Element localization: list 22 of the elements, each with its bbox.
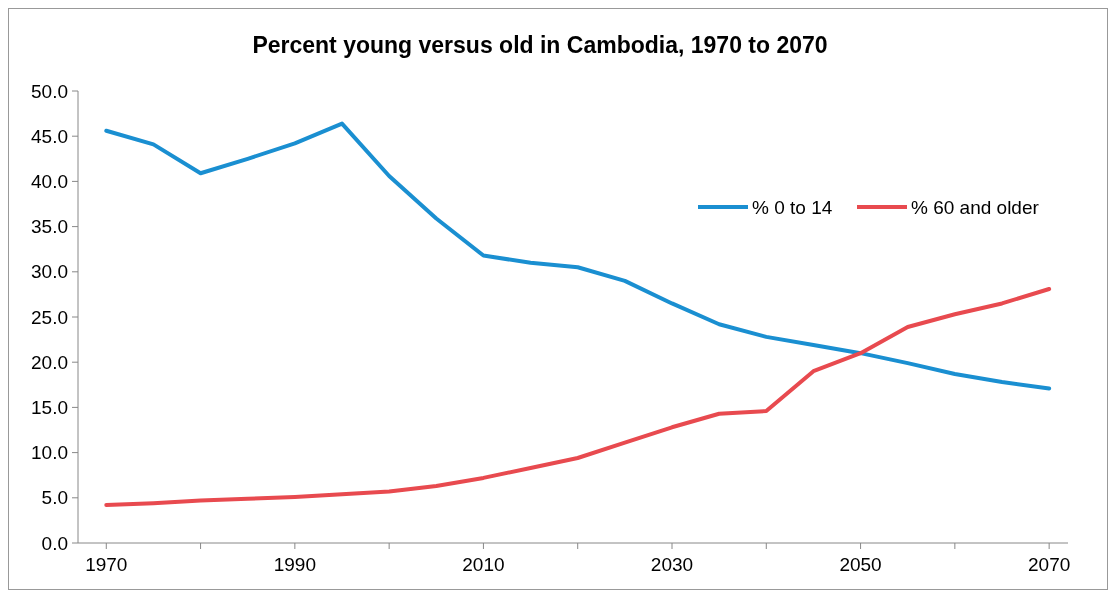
- y-tick-label: 35.0: [31, 216, 68, 238]
- y-tick-label: 20.0: [31, 351, 68, 373]
- x-tick-label: 1970: [85, 554, 128, 575]
- line-series: [104, 121, 1052, 391]
- y-tick-label: 5.0: [41, 487, 68, 509]
- y-tick-label: 25.0: [31, 306, 68, 328]
- x-tick-label: 2070: [1028, 554, 1071, 575]
- legend-label: % 0 to 14: [752, 196, 833, 218]
- y-tick-label: 10.0: [31, 442, 68, 464]
- x-tick-label: 2050: [839, 554, 882, 575]
- x-tick-label: 2030: [650, 554, 694, 575]
- y-tick-label: 45.0: [31, 125, 68, 147]
- x-tick-label: 1990: [273, 554, 316, 575]
- y-tick-label: 0.0: [41, 532, 68, 554]
- line-series: [104, 286, 1052, 508]
- y-tick-label: 40.0: [31, 171, 68, 193]
- legend-label: % 60 and older: [911, 196, 1040, 218]
- x-tick-label: 2010: [462, 554, 505, 575]
- y-tick-label: 15.0: [31, 397, 68, 419]
- chart-title: Percent young versus old in Cambodia, 1970 to 2070: [252, 32, 828, 58]
- y-tick-label: 30.0: [31, 261, 68, 283]
- y-tick-label: 50.0: [31, 80, 68, 102]
